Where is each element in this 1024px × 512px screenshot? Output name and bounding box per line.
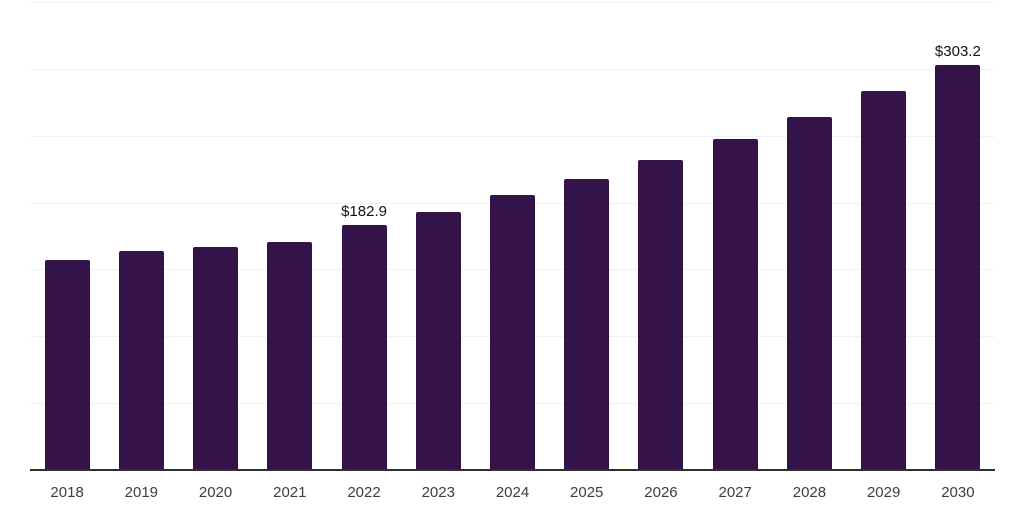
x-tick-label-2028: 2028 — [792, 484, 827, 501]
x-tick-label-2021: 2021 — [273, 484, 307, 501]
x-tick-label-2030: 2030 — [941, 484, 975, 501]
x-tick-label-2018: 2018 — [50, 484, 84, 501]
bar-2019 — [118, 250, 164, 470]
x-tick-label-2027: 2027 — [718, 484, 752, 501]
bar-2026 — [638, 160, 684, 470]
gridline — [30, 68, 995, 70]
bar-2029 — [861, 91, 907, 470]
gridline — [30, 135, 995, 137]
gridline — [30, 2, 995, 3]
x-tick-label-2019: 2019 — [124, 484, 159, 501]
x-tick-label-2024: 2024 — [495, 484, 530, 501]
bar-2028 — [786, 117, 832, 470]
bar-2025 — [564, 179, 610, 470]
bar-value-label-2030: $303.2 — [934, 42, 981, 60]
x-axis-line — [30, 469, 995, 471]
x-tick-label-2026: 2026 — [644, 484, 678, 501]
bar-value-label-2022: $182.9 — [341, 203, 387, 221]
bar-2021 — [267, 242, 313, 470]
x-tick-label-2020: 2020 — [198, 484, 233, 501]
bar-2024 — [490, 194, 535, 470]
bar-2023 — [415, 211, 461, 470]
bar-2018 — [44, 259, 90, 470]
x-tick-label-2023: 2023 — [421, 484, 455, 501]
x-tick-label-2022: 2022 — [347, 484, 381, 501]
bar-2027 — [712, 139, 758, 470]
bar-2022 — [341, 225, 387, 470]
x-tick-label-2025: 2025 — [570, 484, 604, 501]
bar-2030 — [935, 64, 981, 470]
x-tick-label-2029: 2029 — [866, 484, 901, 501]
plot-area: $182.9 $303.2 — [30, 0, 995, 471]
bar-2020 — [193, 246, 239, 470]
